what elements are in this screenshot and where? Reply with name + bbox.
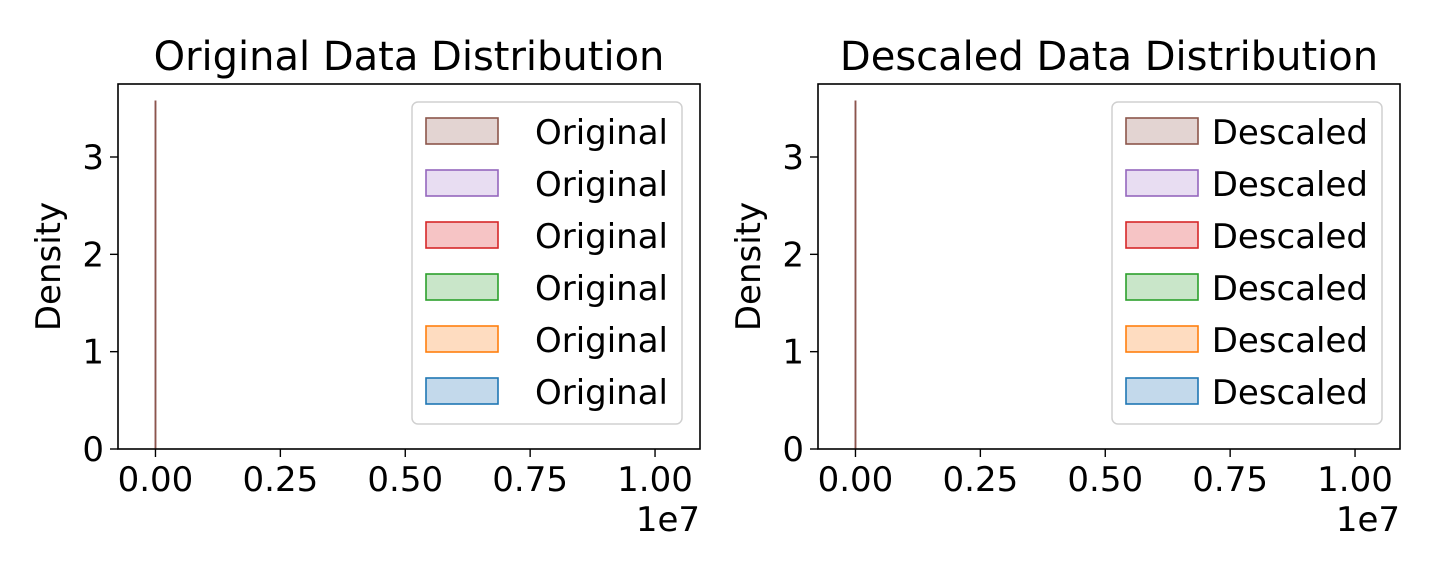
legend-swatch — [1125, 117, 1199, 145]
legend-label: Original — [535, 217, 668, 257]
x-tick-label: 0.75 — [1192, 460, 1268, 500]
y-tick-label: 2 — [782, 235, 804, 275]
y-tick-label: 1 — [782, 333, 804, 373]
plot-frame — [817, 83, 1401, 450]
y-tick-label: 0 — [782, 430, 804, 470]
legend-entry: Descaled — [1125, 321, 1368, 361]
legend-entry: Original — [425, 113, 668, 153]
y-tick-label: 0 — [82, 430, 104, 470]
legend-entry: Original — [425, 217, 668, 257]
legend-entry: Descaled — [1125, 113, 1368, 153]
legend-label: Descaled — [1212, 165, 1368, 205]
y-axis-label: Density — [29, 202, 69, 331]
legend-swatch — [425, 377, 499, 405]
legend-entry: Descaled — [1125, 373, 1368, 413]
legend-entry: Original — [425, 165, 668, 205]
y-tick-label: 1 — [82, 333, 104, 373]
legend-entry: Descaled — [1125, 165, 1368, 205]
y-tick-label: 3 — [82, 138, 104, 178]
legend-label: Descaled — [1212, 321, 1368, 361]
x-offset-label: 1e7 — [636, 500, 700, 540]
legend-label: Descaled — [1212, 269, 1368, 309]
legend-entry: Original — [425, 321, 668, 361]
legend-swatch — [425, 117, 499, 145]
chart-title: Original Data Distribution — [154, 34, 665, 80]
legend-label: Descaled — [1212, 113, 1368, 153]
legend-swatch — [425, 273, 499, 301]
x-tick-label: 0.50 — [1067, 460, 1143, 500]
x-tick-label: 1.00 — [1317, 460, 1393, 500]
chart-title: Descaled Data Distribution — [840, 34, 1378, 80]
plot-frame — [117, 83, 701, 450]
legend-entry: Descaled — [1125, 217, 1368, 257]
legend-swatch — [1125, 377, 1199, 405]
x-tick-label: 0.75 — [492, 460, 568, 500]
x-tick-label: 0.25 — [243, 460, 319, 500]
legend: Original Original Original Original Original… — [411, 101, 683, 425]
legend-label: Original — [535, 321, 668, 361]
legend-label: Original — [535, 165, 668, 205]
legend-swatch — [1125, 221, 1199, 249]
legend-swatch — [425, 325, 499, 353]
legend-entry: Original — [425, 269, 668, 309]
legend-swatch — [1125, 169, 1199, 197]
y-tick-label: 3 — [782, 138, 804, 178]
legend-swatch — [1125, 273, 1199, 301]
legend-entry: Descaled — [1125, 269, 1368, 309]
legend-label: Descaled — [1212, 373, 1368, 413]
legend-swatch — [425, 221, 499, 249]
x-offset-label: 1e7 — [1336, 500, 1400, 540]
y-axis-label: Density — [729, 202, 769, 331]
y-tick-label: 2 — [82, 235, 104, 275]
legend: Descaled Descaled Descaled Descaled Descaled… — [1111, 101, 1383, 425]
legend-label: Descaled — [1212, 217, 1368, 257]
x-tick-label: 0.00 — [818, 460, 894, 500]
legend-label: Original — [535, 373, 668, 413]
x-tick-label: 0.25 — [943, 460, 1019, 500]
chart-panel-2: Descaled Data Distribution 0.00 0.25 0.50 0.… — [729, 34, 1401, 540]
legend-swatch — [425, 169, 499, 197]
legend-swatch — [1125, 325, 1199, 353]
legend-label: Original — [535, 269, 668, 309]
chart-panel-1: Original Data Distribution 0.00 0.25 0.50 0.… — [29, 34, 701, 540]
legend-label: Original — [535, 113, 668, 153]
x-tick-label: 0.00 — [118, 460, 194, 500]
x-tick-label: 1.00 — [617, 460, 693, 500]
x-tick-label: 0.50 — [367, 460, 443, 500]
legend-entry: Original — [425, 373, 668, 413]
